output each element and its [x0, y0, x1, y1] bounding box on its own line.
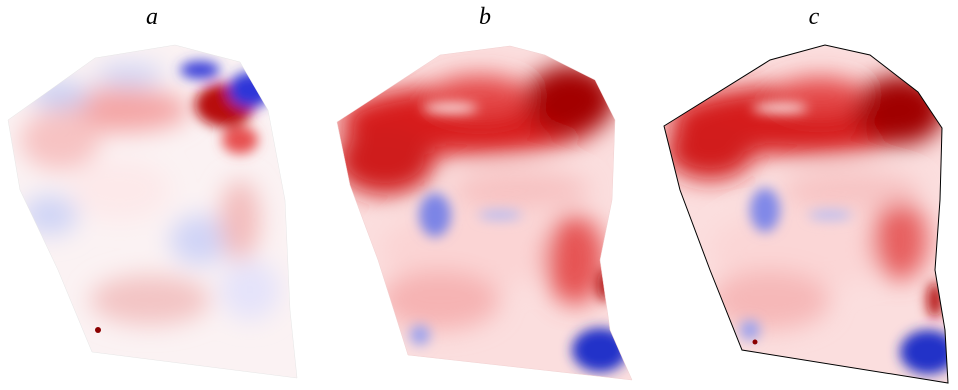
panel-a-outline: [7, 44, 298, 379]
panel-c-map: [664, 45, 948, 383]
panel-a-map: [8, 45, 297, 378]
panel-label-c: c: [808, 4, 820, 30]
panel-c-outline: [663, 44, 949, 384]
panel-label-b: b: [479, 4, 491, 30]
panel-b-map: [337, 46, 632, 380]
panel-b-outline: [336, 45, 633, 381]
panel-label-a: a: [146, 4, 158, 30]
